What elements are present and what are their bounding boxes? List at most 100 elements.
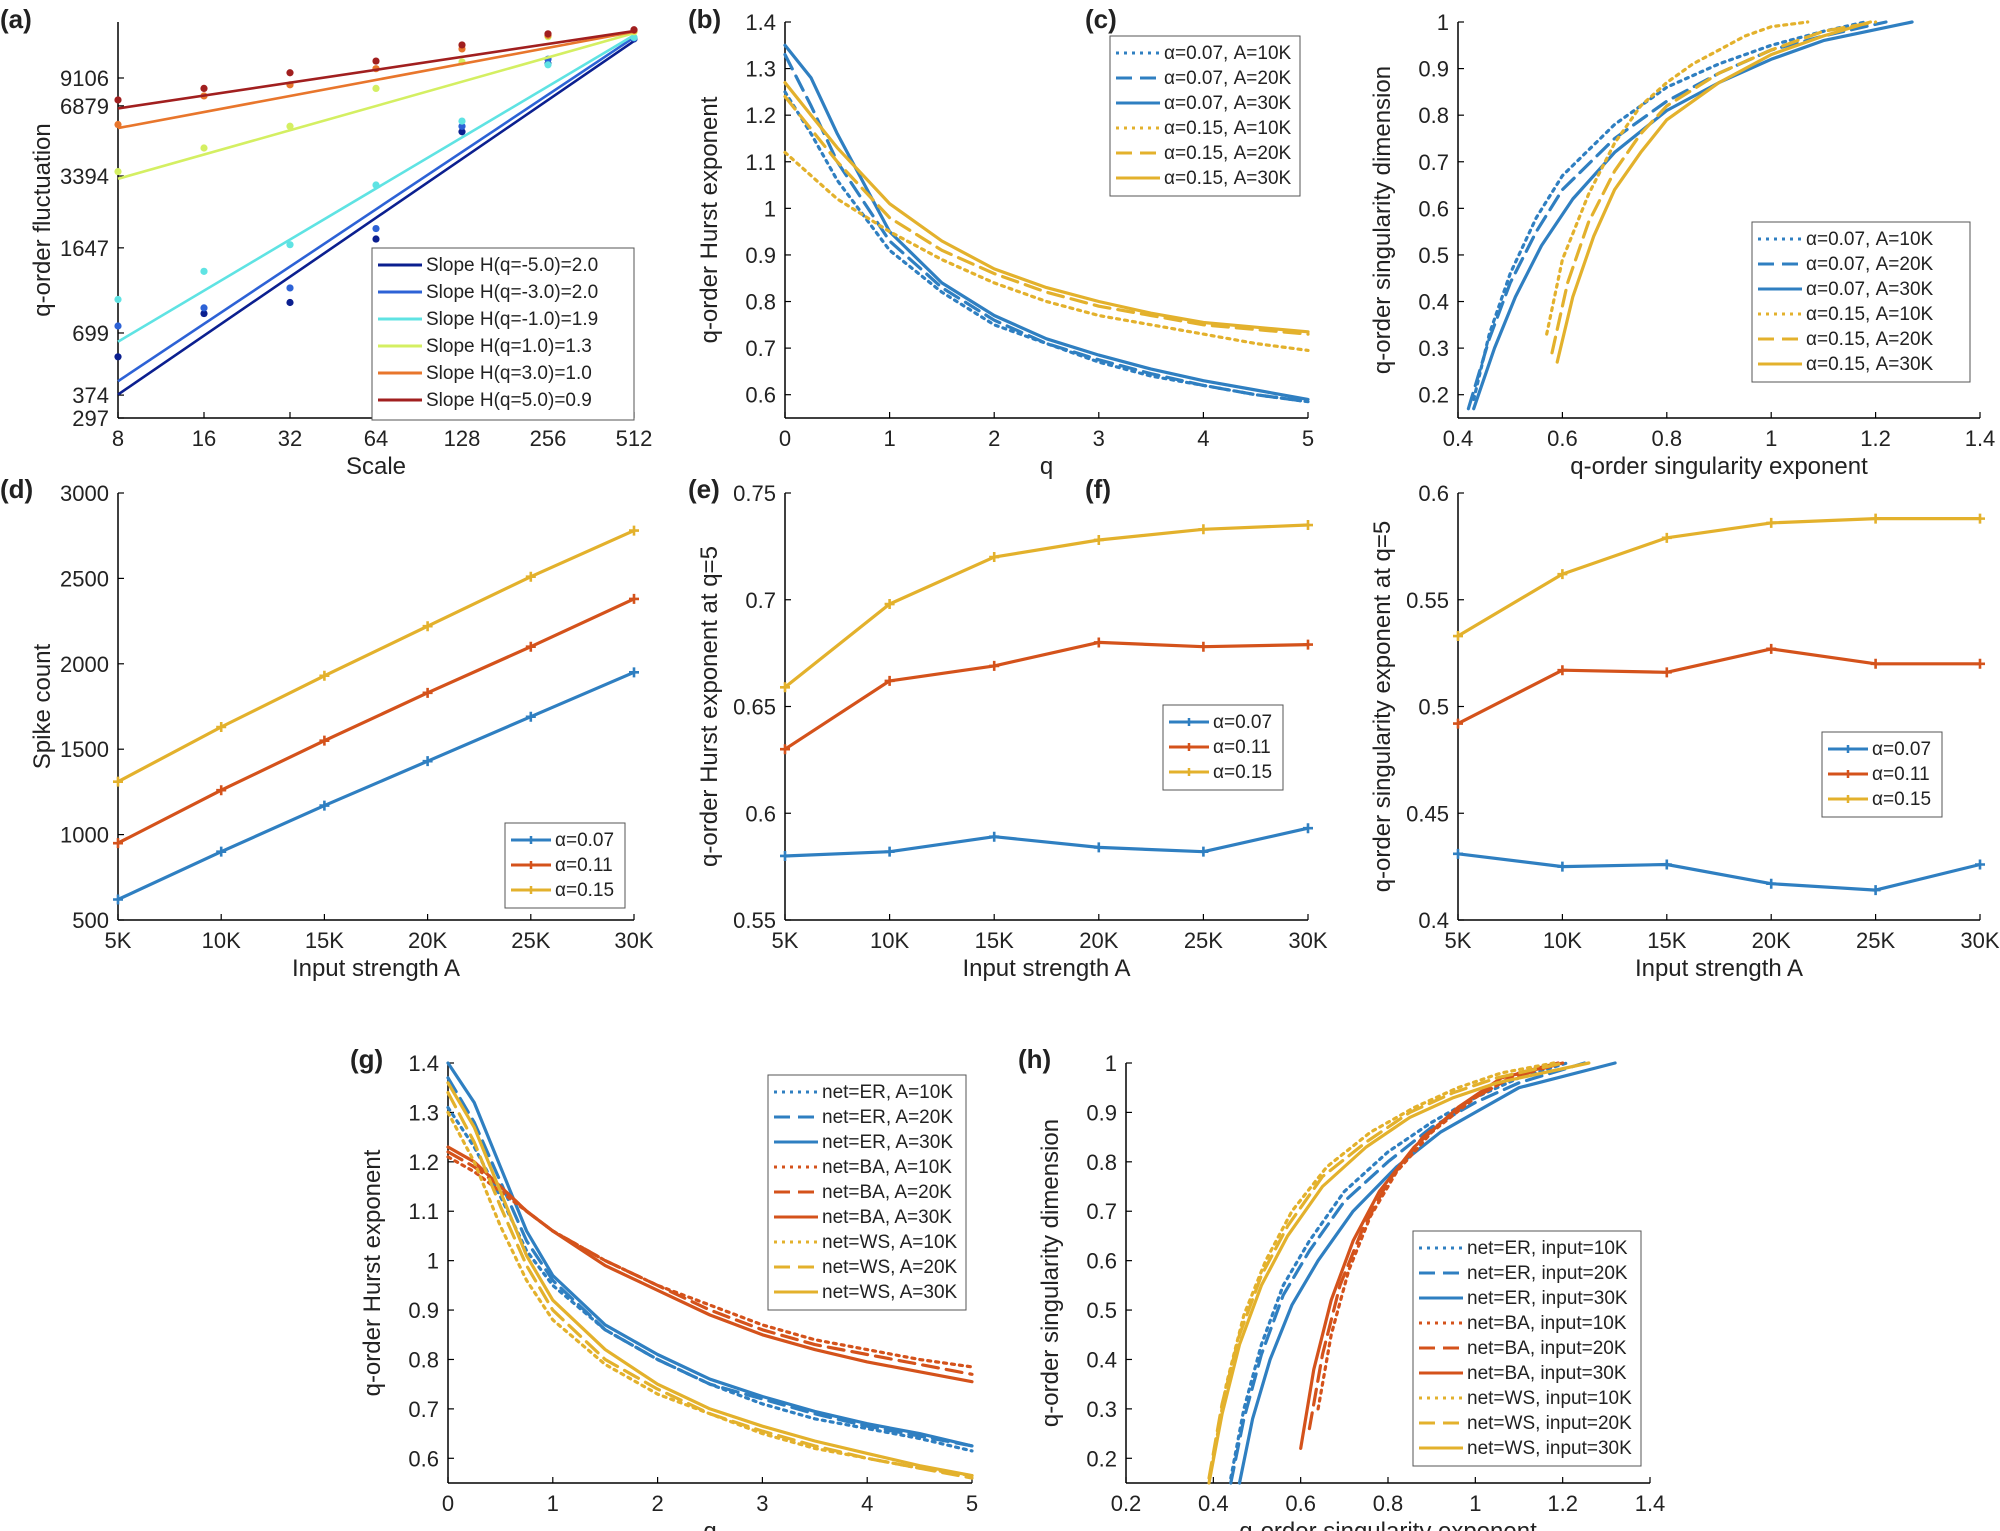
- series-line-5: [1550, 20, 1878, 355]
- series-1: [1453, 848, 1985, 896]
- panel-c: 0.4 0.6 0.8 1 1.2 1.4 0.2 0.3 0.4 0.5 0.6 0.7 0.8 0.9…: [1085, 4, 1995, 480]
- panel-label: (d): [0, 474, 33, 504]
- legend-entry: α=0.07, A=20K: [1164, 68, 1292, 89]
- data-marker: [1661, 859, 1672, 870]
- data-marker: [319, 735, 330, 746]
- series-line: [783, 826, 1310, 858]
- data-point: [200, 84, 208, 92]
- y-tick-label: 0.9: [745, 243, 776, 268]
- x-tick-label: 32: [278, 426, 302, 451]
- panel-label: (e): [688, 474, 720, 504]
- x-tick-label: 5K: [772, 928, 799, 953]
- y-tick-label: 2500: [60, 566, 109, 591]
- series-line: [1456, 852, 1982, 892]
- legend-entry: α=0.15, A=20K: [1806, 329, 1934, 350]
- x-axis-label: q: [703, 1518, 716, 1531]
- x-axis-label: Input strength A: [962, 955, 1130, 982]
- y-tick-label: 297: [72, 406, 109, 431]
- y-tick-label: 1: [764, 196, 776, 221]
- legend-entry: α=0.11: [1872, 764, 1930, 785]
- legend-entry: α=0.07: [1872, 739, 1931, 760]
- legend-box: [1751, 221, 1971, 383]
- x-tick-label: 1: [883, 426, 895, 451]
- y-tick-label: 9106: [60, 66, 109, 91]
- x-tick-label: 25K: [1184, 928, 1223, 953]
- data-marker: [629, 525, 639, 536]
- data-marker: [113, 776, 123, 787]
- x-tick-label: 256: [530, 426, 567, 451]
- y-tick-label: 1.4: [745, 10, 776, 35]
- y-tick-label: 0.8: [1418, 103, 1449, 128]
- series-line-1: [1472, 20, 1867, 401]
- x-axis-label: Input strength A: [292, 955, 460, 982]
- y-tick-label: 6879: [60, 94, 109, 119]
- data-point: [114, 96, 122, 104]
- series-2: [780, 637, 1313, 755]
- data-marker: [113, 838, 123, 849]
- legend-entry: net=ER, A=10K: [822, 1082, 953, 1103]
- y-axis-label: q-order Hurst exponent at q=5: [696, 546, 723, 867]
- y-axis-label: q-order singularity exponent at q=5: [1369, 521, 1396, 893]
- panel-f: 5K 10K 15K 20K 25K 30K 0.4 0.45 0.5 0.55 0.6 Input …: [1085, 474, 2000, 982]
- y-tick-label: 0.9: [1086, 1100, 1117, 1125]
- y-axis-label: q-order Hurst exponent: [696, 96, 723, 343]
- legend-entry: α=0.15: [1213, 762, 1272, 783]
- data-point: [372, 224, 380, 233]
- data-point: [286, 69, 294, 77]
- y-axis-label: Spike count: [29, 643, 56, 769]
- y-tick-label: 0.6: [745, 801, 776, 826]
- y-tick-label: 0.6: [1418, 481, 1449, 506]
- series-line: [783, 640, 1310, 751]
- x-tick-label: 128: [444, 426, 481, 451]
- x-tick-label: 5: [1302, 426, 1314, 451]
- data-point: [372, 235, 380, 243]
- series-line-4: [1545, 20, 1810, 336]
- panel-label: (b): [688, 4, 721, 34]
- legend-entry: net=WS, A=20K: [822, 1257, 958, 1278]
- y-tick-label: 0.75: [733, 481, 776, 506]
- data-point: [458, 128, 466, 136]
- series-line-6: [446, 1145, 974, 1384]
- series-line-9: [1207, 1061, 1591, 1485]
- x-tick-label: 3: [1093, 426, 1105, 451]
- legend-entry: α=0.15, A=10K: [1164, 118, 1292, 139]
- series-line-3: [446, 1061, 974, 1448]
- legend-entry: net=WS, input=20K: [1467, 1413, 1632, 1434]
- legend-entry: net=ER, input=30K: [1467, 1288, 1628, 1309]
- series-2: [1453, 643, 1985, 729]
- legend-entry: α=0.15, A=20K: [1164, 143, 1292, 164]
- y-tick-label: 1500: [60, 737, 109, 762]
- fit-line: [117, 40, 635, 396]
- panel-h: 0.2 0.4 0.6 0.8 1 1.2 1.4 0.2 0.3 0.4 0.5 0.6 0.7 0.8…: [1018, 1044, 1665, 1531]
- y-tick-label: 0.7: [1086, 1199, 1117, 1224]
- y-tick-label: 0.5: [1086, 1298, 1117, 1323]
- data-marker: [1093, 534, 1104, 545]
- y-axis-label: q-order Hurst exponent: [359, 1149, 386, 1396]
- x-tick-label: 8: [112, 426, 124, 451]
- series-line-6: [783, 80, 1310, 334]
- series-line: [116, 597, 636, 845]
- legend-entry: net=ER, input=20K: [1467, 1263, 1628, 1284]
- legend-entry: α=0.15, A=30K: [1806, 354, 1934, 375]
- y-tick-label: 0.8: [745, 290, 776, 315]
- legend-entry: Slope H(q=3.0)=1.0: [426, 363, 592, 384]
- data-point: [114, 295, 122, 304]
- data-marker: [1975, 859, 1985, 870]
- x-tick-label: 1: [547, 1491, 559, 1516]
- data-marker: [1303, 520, 1313, 531]
- x-tick-label: 10K: [202, 928, 241, 953]
- data-marker: [629, 667, 639, 678]
- x-axis-label: q: [1040, 453, 1053, 480]
- data-marker: [113, 894, 123, 905]
- data-point: [200, 267, 208, 275]
- y-tick-label: 0.3: [1086, 1397, 1117, 1422]
- series-line-5: [1307, 1061, 1565, 1431]
- data-marker: [1870, 885, 1881, 896]
- y-tick-label: 0.6: [1418, 196, 1449, 221]
- data-point: [286, 284, 294, 292]
- x-tick-label: 30K: [614, 928, 653, 953]
- y-tick-label: 1647: [60, 236, 109, 261]
- x-tick-label: 15K: [975, 928, 1014, 953]
- data-marker: [216, 785, 227, 796]
- legend-entry: α=0.07, A=30K: [1806, 279, 1934, 300]
